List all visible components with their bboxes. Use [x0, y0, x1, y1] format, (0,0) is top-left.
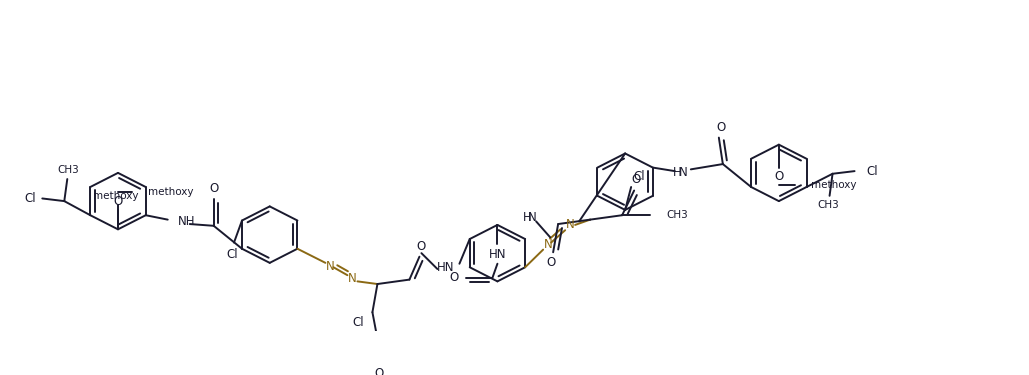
Text: N: N — [528, 211, 536, 224]
Text: Cl: Cl — [353, 316, 364, 329]
Text: NH: NH — [178, 215, 196, 228]
Text: N: N — [543, 238, 553, 251]
Text: O: O — [209, 182, 218, 195]
Text: N: N — [678, 166, 687, 179]
Text: N: N — [348, 272, 357, 285]
Text: methoxy: methoxy — [148, 187, 193, 197]
Text: methoxy: methoxy — [94, 191, 139, 201]
Text: CH3: CH3 — [58, 165, 79, 175]
Text: O: O — [375, 368, 384, 375]
Text: H: H — [673, 166, 681, 179]
Text: CH3: CH3 — [666, 210, 688, 220]
Text: N: N — [566, 218, 574, 231]
Text: O: O — [417, 240, 426, 253]
Text: methoxy: methoxy — [811, 180, 856, 190]
Text: O: O — [632, 174, 641, 186]
Text: HN: HN — [489, 248, 506, 261]
Text: Cl: Cl — [633, 170, 645, 183]
Text: O: O — [450, 272, 459, 284]
Text: O: O — [113, 195, 122, 208]
Text: O: O — [716, 120, 725, 134]
Text: O: O — [546, 256, 556, 269]
Text: Cl: Cl — [25, 192, 36, 205]
Text: Cl: Cl — [226, 248, 238, 261]
Text: H: H — [523, 211, 532, 224]
Text: HN: HN — [436, 261, 454, 274]
Text: N: N — [326, 260, 334, 273]
Text: CH3: CH3 — [818, 200, 840, 210]
Text: Cl: Cl — [866, 165, 878, 178]
Text: O: O — [774, 170, 783, 183]
